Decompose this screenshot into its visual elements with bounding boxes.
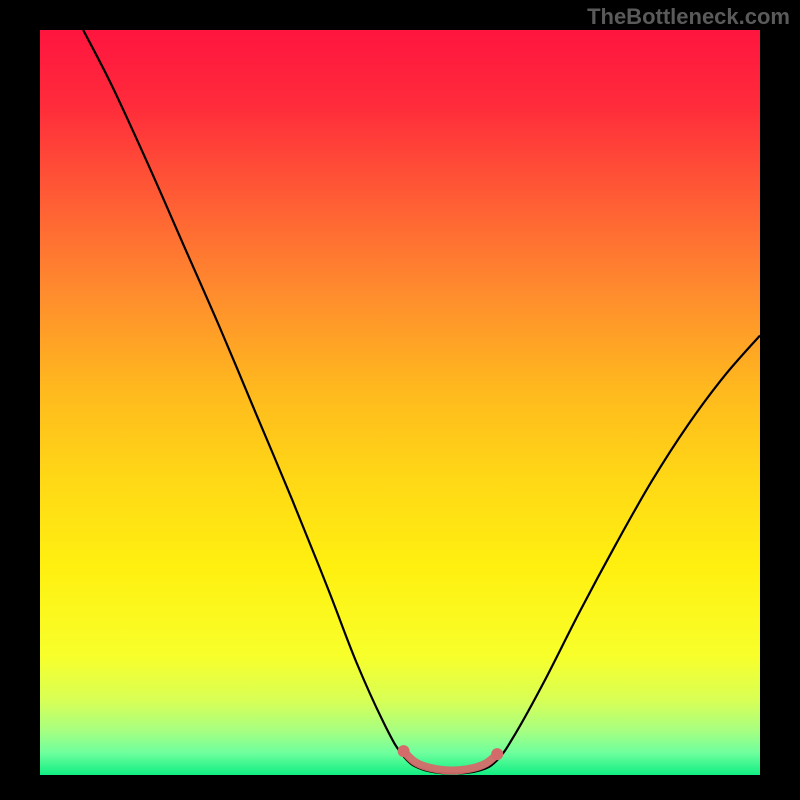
trough-end-marker xyxy=(491,748,503,760)
trough-path xyxy=(404,751,498,770)
plot-frame xyxy=(40,30,760,775)
chart-container: TheBottleneck.com xyxy=(0,0,800,800)
watermark-text: TheBottleneck.com xyxy=(587,4,790,30)
trough-highlight xyxy=(40,30,760,775)
trough-start-marker xyxy=(398,745,410,757)
